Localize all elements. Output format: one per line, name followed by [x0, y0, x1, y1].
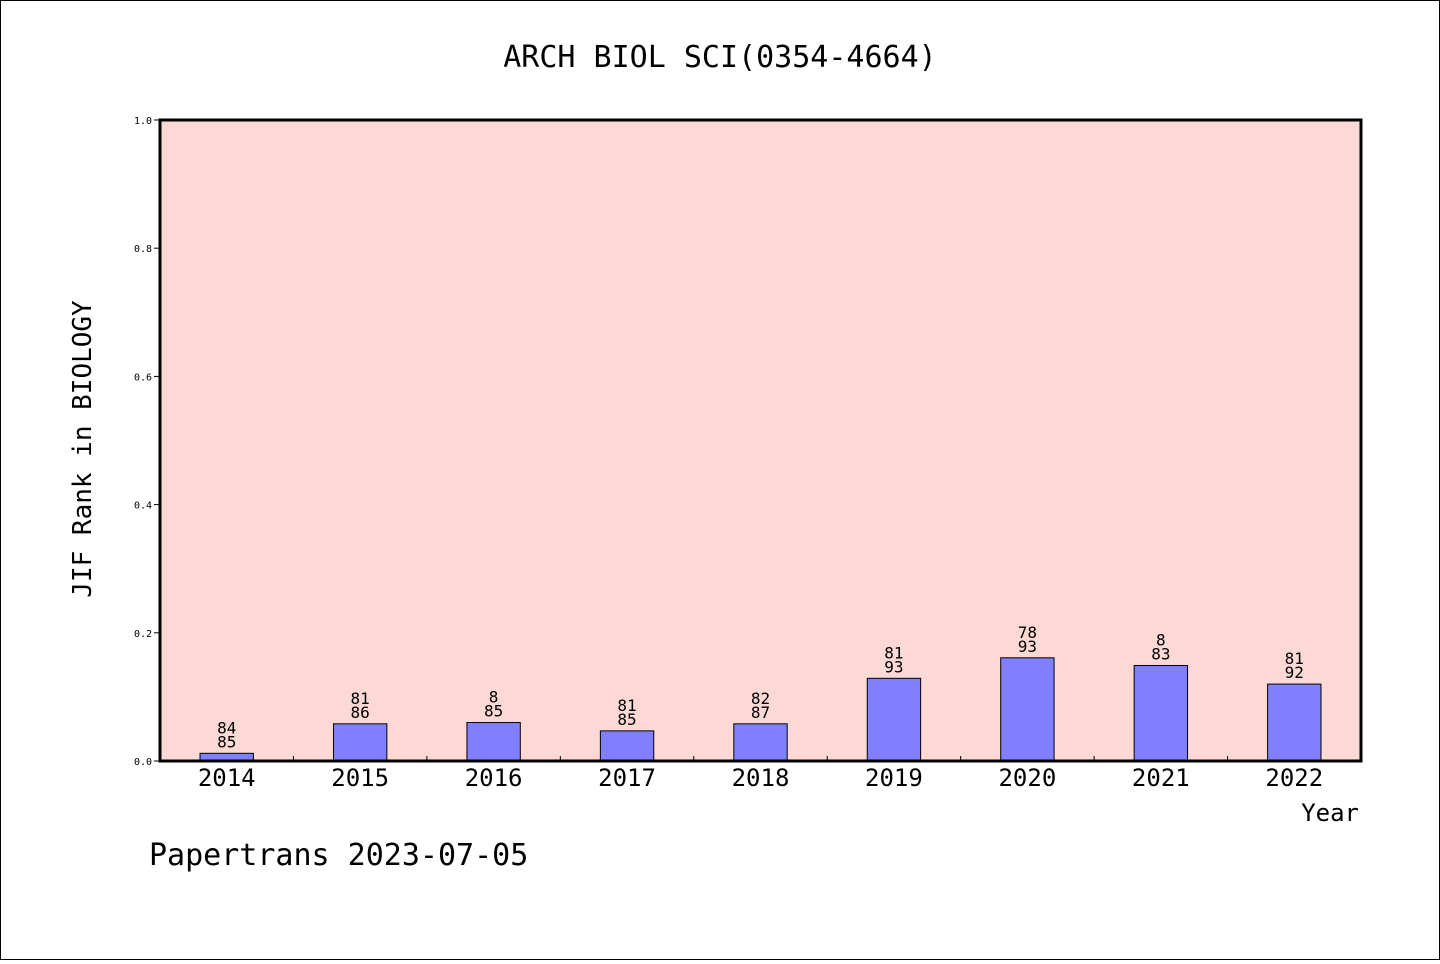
footer-text: Papertrans 2023-07-05 — [149, 838, 528, 873]
x-tick-label: 2017 — [598, 764, 656, 792]
x-tick-label: 2019 — [865, 764, 923, 792]
x-axis: 2014 2015 2016 2017 2018 2019 2020 2021 2022 — [198, 756, 1323, 792]
bar-label-bottom: 85 — [484, 702, 503, 721]
x-tick-label: 2018 — [732, 764, 790, 792]
y-tick-label: 1.0 — [134, 116, 152, 127]
bar — [1133, 664, 1189, 762]
bar-label-top: 81 — [1285, 649, 1304, 668]
bar-label-bottom: 92 — [1285, 663, 1304, 682]
bar — [1000, 657, 1055, 762]
bar-label-top: 81 — [351, 689, 370, 708]
bar — [866, 677, 922, 762]
x-tick-label: 2020 — [998, 764, 1056, 792]
bar-label-top: 78 — [1018, 623, 1037, 642]
bar — [1267, 683, 1322, 762]
y-tick-label: 0.4 — [134, 501, 152, 512]
plot-area — [160, 120, 1361, 761]
x-tick-label: 2021 — [1132, 764, 1190, 792]
bar — [599, 730, 655, 762]
x-tick-label: 2014 — [198, 764, 256, 792]
bar-label-top: 81 — [884, 643, 903, 662]
y-axis-label: JIF Rank in BIOLOGY — [68, 300, 98, 598]
y-tick-label: 0.2 — [134, 629, 152, 640]
bar-label-bottom: 85 — [617, 710, 636, 729]
bar-label-bottom: 87 — [751, 703, 770, 722]
bar — [466, 722, 521, 762]
x-tick-label: 2015 — [331, 764, 389, 792]
y-tick-label: 0.6 — [134, 372, 152, 383]
y-tick-label: 0.8 — [134, 244, 152, 255]
bar-label-top: 8 — [1156, 630, 1166, 649]
bar-label-bottom: 86 — [351, 703, 370, 722]
bar-label-top: 84 — [217, 718, 236, 737]
bar-label-bottom: 83 — [1151, 644, 1170, 663]
bar-label-top: 8 — [489, 688, 499, 707]
bar — [733, 723, 788, 762]
chart-title: ARCH BIOL SCI(0354-4664) — [503, 40, 936, 75]
x-tick-label: 2016 — [465, 764, 523, 792]
bar — [332, 723, 388, 762]
x-tick-label: 2022 — [1265, 764, 1323, 792]
plot-border — [158, 118, 1363, 763]
y-tick-label: 0.0 — [134, 757, 152, 768]
bar-label-bottom: 93 — [1018, 637, 1037, 656]
bar-label-top: 81 — [617, 696, 636, 715]
bar-label-bottom: 85 — [217, 732, 236, 751]
bar-label-top: 82 — [751, 689, 770, 708]
y-axis: 0.0 0.2 0.4 0.6 0.8 1.0 — [134, 116, 160, 768]
bar-label-bottom: 93 — [884, 657, 903, 676]
x-axis-label: Year — [1301, 799, 1359, 827]
